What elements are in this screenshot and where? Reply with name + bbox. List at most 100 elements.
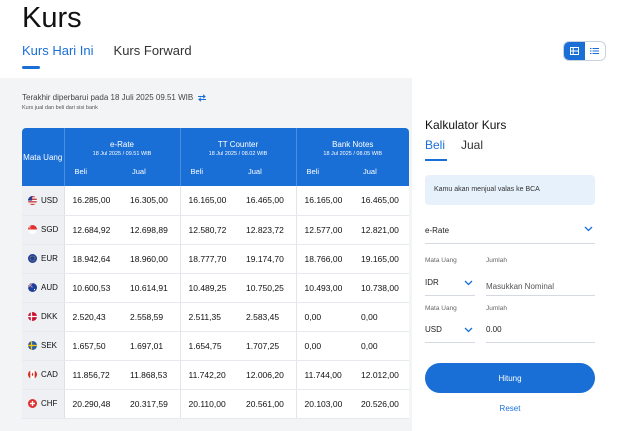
calc-info-text: Kamu akan menjual valas ke BCA xyxy=(434,186,540,193)
to-currency-value: USD xyxy=(425,325,442,334)
currency-code: SEK xyxy=(41,341,58,350)
rate-cell: 19.174,70 xyxy=(238,244,296,274)
col-header-beli: Beli xyxy=(295,157,353,186)
rate-cell: 10.738,00 xyxy=(353,273,409,303)
flag-chf-icon xyxy=(28,399,37,408)
rate-type-value: e-Rate xyxy=(425,226,450,235)
calc-tab-beli[interactable]: Beli xyxy=(425,138,446,152)
currency-cell: CHF xyxy=(22,389,65,419)
chevron-down-icon xyxy=(464,280,473,286)
rate-cell: 16.465,00 xyxy=(353,186,409,216)
rate-cell: 1.697,01 xyxy=(122,331,180,361)
col-header-jual: Jual xyxy=(353,157,409,186)
flag-sek-icon xyxy=(28,341,37,350)
currency-cell: SGD xyxy=(22,215,65,245)
rate-cell: 0,00 xyxy=(295,331,353,361)
grid-view-button[interactable] xyxy=(564,42,585,60)
to-amount-label: Jumlah xyxy=(486,305,507,312)
rate-cell: 16.165,00 xyxy=(179,186,238,216)
rate-cell: 20.110,00 xyxy=(179,389,238,419)
rate-cell: 1.654,75 xyxy=(179,331,238,361)
calc-info-box: Kamu akan menjual valas ke BCA xyxy=(425,175,595,205)
refresh-icon[interactable] xyxy=(197,93,207,102)
from-currency-label: Mata Uang xyxy=(425,257,457,264)
rate-cell: 19.165,00 xyxy=(353,244,409,274)
tab-kurs-hari-ini[interactable]: Kurs Hari Ini xyxy=(22,43,94,58)
rate-cell: 12.580,72 xyxy=(179,215,238,245)
rate-cell: 18.960,00 xyxy=(122,244,180,274)
rate-cell: 11.742,20 xyxy=(179,360,238,390)
currency-cell: SEK xyxy=(22,331,65,361)
hitung-button[interactable]: Hitung xyxy=(425,363,595,393)
from-currency-value: IDR xyxy=(425,278,439,287)
page-title: Kurs xyxy=(22,2,82,34)
to-currency-select[interactable]: USD xyxy=(425,325,475,343)
flag-cad-icon xyxy=(28,370,37,379)
rate-cell: 2.583,45 xyxy=(238,302,296,332)
rate-cell: 20.561,00 xyxy=(238,389,296,419)
rate-cell: 12.821,00 xyxy=(353,215,409,245)
flag-aud-icon xyxy=(28,283,37,292)
rate-cell: 10.750,25 xyxy=(238,273,296,303)
view-toggle xyxy=(563,41,606,61)
rate-cell: 0,00 xyxy=(353,302,409,332)
active-tab-indicator xyxy=(22,66,40,69)
currency-code: SGD xyxy=(41,225,59,234)
rate-cell: 10.489,25 xyxy=(179,273,238,303)
last-updated: Terakhir diperbarui pada 18 Juli 2025 09… xyxy=(22,93,207,102)
chevron-down-icon xyxy=(584,226,593,232)
currency-cell: EUR xyxy=(22,244,65,274)
grid-icon xyxy=(569,47,579,55)
table-row: AUD 10.600,53 10.614,91 10.489,25 10.750,25 1… xyxy=(22,273,409,303)
list-icon xyxy=(590,48,600,54)
to-currency-label: Mata Uang xyxy=(425,305,457,312)
rate-cell: 2.520,43 xyxy=(64,302,122,332)
table-row: USD 16.285,00 16.305,00 16.165,00 16.465,00 1… xyxy=(22,186,409,216)
rate-cell: 20.317,59 xyxy=(122,389,180,419)
table-row: SGD 12.684,92 12.698,89 12.580,72 12.823,72 1… xyxy=(22,215,409,245)
col-header-jual: Jual xyxy=(238,157,296,186)
col-header-beli: Beli xyxy=(179,157,238,186)
flag-usd-icon xyxy=(28,195,37,205)
table-row: EUR 18.942,64 18.960,00 18.777,70 19.174,70 1… xyxy=(22,244,409,274)
rate-cell: 2.558,59 xyxy=(122,302,180,332)
currency-cell: USD xyxy=(22,186,65,216)
flag-eur-icon xyxy=(28,254,37,263)
tab-kurs-forward[interactable]: Kurs Forward xyxy=(113,43,192,58)
currency-code: EUR xyxy=(41,254,58,263)
rate-cell: 12.823,72 xyxy=(238,215,296,245)
exchange-rate-table: Mata Uang e-Rate 18 Jul 2025 / 09.51 WIB… xyxy=(22,128,409,431)
currency-header: Mata Uang xyxy=(22,128,65,186)
currency-code: USD xyxy=(41,195,58,205)
reset-link[interactable]: Reset xyxy=(499,404,521,413)
rate-cell: 2.511,35 xyxy=(179,302,238,332)
from-currency-select[interactable]: IDR xyxy=(425,278,475,296)
rate-cell: 18.942,64 xyxy=(64,244,122,274)
rate-cell: 20.526,00 xyxy=(353,389,409,419)
rate-cell: 11.744,00 xyxy=(295,360,353,390)
rate-cell: 11.868,53 xyxy=(122,360,180,390)
group-header-tt-counter: TT Counter 18 Jul 2025 / 08.02 WIB xyxy=(179,128,296,157)
rate-cell: 16.285,00 xyxy=(64,186,122,216)
rate-cell: 0,00 xyxy=(353,331,409,361)
last-updated-text: Terakhir diperbarui pada 18 Juli 2025 09… xyxy=(22,93,194,102)
page-header: Kurs Kurs Hari Ini Kurs Forward xyxy=(0,0,640,78)
rate-cell: 16.165,00 xyxy=(295,186,353,216)
currency-cell: CAD xyxy=(22,360,65,390)
rate-cell: 12.577,00 xyxy=(295,215,353,245)
to-amount-field[interactable]: 0.00 xyxy=(486,325,595,343)
calc-active-tab-indicator xyxy=(425,159,447,161)
currency-code: AUD xyxy=(41,283,58,292)
rate-type-select[interactable]: e-Rate xyxy=(425,218,595,244)
to-amount-value: 0.00 xyxy=(486,325,502,334)
rate-cell: 18.777,70 xyxy=(179,244,238,274)
list-view-button[interactable] xyxy=(585,42,606,60)
flag-sgd-icon xyxy=(28,225,37,234)
flag-dkk-icon xyxy=(28,312,37,321)
from-amount-input[interactable] xyxy=(486,278,595,296)
table-row: CHF 20.290,48 20.317,59 20.110,00 20.561,00 2… xyxy=(22,389,409,419)
rate-cell: 12.012,00 xyxy=(353,360,409,390)
rate-cell: 1.707,25 xyxy=(238,331,296,361)
calc-tab-jual[interactable]: Jual xyxy=(461,138,484,152)
col-header-jual: Jual xyxy=(122,157,180,186)
